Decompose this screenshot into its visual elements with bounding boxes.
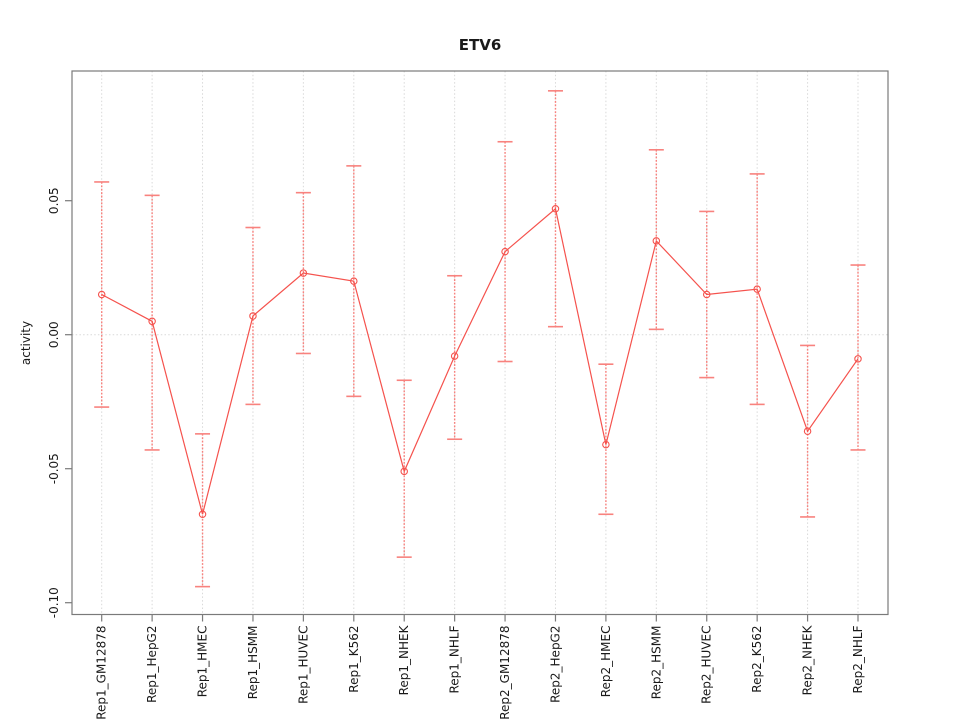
x-tick-label: Rep2_HepG2 [548,626,562,703]
data-point-marker [702,290,711,299]
x-tick-label: Rep1_NHLF [448,625,462,693]
data-point-marker [551,205,560,213]
data-point-marker [198,510,207,519]
data-series-layer [97,205,862,519]
data-point-marker [753,285,761,293]
y-tick-label: 0.00 [47,321,61,348]
x-tick-label: Rep1_GM12878 [95,626,109,720]
x-tick-label: Rep2_GM12878 [498,626,512,720]
x-tick-label: Rep1_HUVEC [296,626,310,704]
data-point-marker [97,290,106,299]
y-tick-label: -0.10 [47,587,61,618]
x-tick-label: Rep1_NHEK [397,624,411,695]
error-bars-layer [94,90,866,588]
x-tick-label: Rep2_HUVEC [700,626,714,704]
x-tick-label: Rep1_HSMM [246,626,260,700]
data-point-marker [501,247,509,256]
gridlines-layer [72,71,888,615]
axes-layer: 0.05 0.00 -0.05 -0.10 Rep1_GM12878 Rep1_HepG2… [47,187,865,719]
data-point-marker [652,237,661,245]
x-tick-label: Rep1_HMEC [196,626,210,698]
data-point-marker [803,427,812,435]
x-tick-label: Rep1_K562 [347,626,361,693]
data-point-marker [602,440,610,449]
x-tick-label: Rep2_K562 [750,626,764,693]
data-point-marker [299,269,308,277]
data-point-marker [350,277,358,285]
chart-title: ETV6 [459,36,502,54]
y-tick-label: -0.05 [47,453,61,484]
data-point-marker [148,317,156,326]
data-point-marker [854,355,862,363]
series-line [101,207,859,515]
x-tick-label: Rep2_HSMM [649,626,663,700]
data-point-marker [450,352,459,360]
x-tick-label: Rep2_HMEC [599,626,613,698]
y-axis-label: activity [19,321,33,365]
y-tick-label: 0.05 [47,187,61,214]
data-point-marker [249,312,257,320]
data-point-marker [400,467,408,476]
plot-border [71,70,889,616]
x-tick-label: Rep2_NHLF [851,625,865,693]
x-tick-label: Rep1_HepG2 [145,626,159,703]
x-tick-label: Rep2_NHEK [801,624,815,695]
